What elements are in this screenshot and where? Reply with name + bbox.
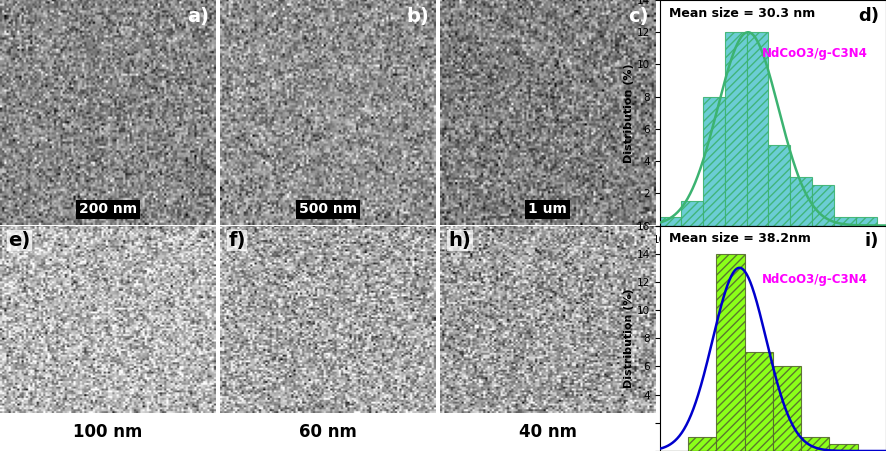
Bar <box>856 217 877 226</box>
Bar <box>829 444 858 451</box>
Bar <box>834 217 856 226</box>
Text: 500 nm: 500 nm <box>299 202 357 216</box>
Text: h): h) <box>448 231 471 250</box>
Text: f): f) <box>229 231 246 250</box>
Bar <box>744 352 773 451</box>
Bar <box>801 437 829 451</box>
Bar <box>660 217 681 226</box>
Bar <box>688 437 716 451</box>
Text: 200 nm: 200 nm <box>79 202 136 216</box>
Bar <box>790 177 812 226</box>
Text: 1 um: 1 um <box>528 202 567 216</box>
Y-axis label: Distribution (%): Distribution (%) <box>624 63 634 162</box>
Bar <box>747 32 768 225</box>
Bar <box>703 97 725 226</box>
Bar <box>768 145 790 226</box>
Text: c): c) <box>628 7 649 26</box>
Text: NdCoO3/g-C3N4: NdCoO3/g-C3N4 <box>762 273 867 286</box>
Text: e): e) <box>9 231 31 250</box>
Text: 40 nm: 40 nm <box>518 423 577 441</box>
Text: d): d) <box>859 7 879 25</box>
Text: b): b) <box>406 7 429 26</box>
Text: NdCoO3/g-C3N4: NdCoO3/g-C3N4 <box>762 47 867 60</box>
Bar <box>725 32 747 225</box>
Bar <box>681 201 703 226</box>
Text: 100 nm: 100 nm <box>73 423 143 441</box>
Text: Mean size = 30.3 nm: Mean size = 30.3 nm <box>669 7 815 20</box>
Y-axis label: Distribution (%): Distribution (%) <box>624 289 634 388</box>
Text: Mean size = 38.2nm: Mean size = 38.2nm <box>669 232 811 245</box>
Bar <box>773 366 801 451</box>
Text: i): i) <box>865 232 879 250</box>
Bar <box>716 253 744 451</box>
Text: 60 nm: 60 nm <box>299 423 356 441</box>
X-axis label: Range of particle size (nm): Range of particle size (nm) <box>688 251 858 261</box>
Bar <box>812 185 834 226</box>
Text: a): a) <box>187 7 209 26</box>
